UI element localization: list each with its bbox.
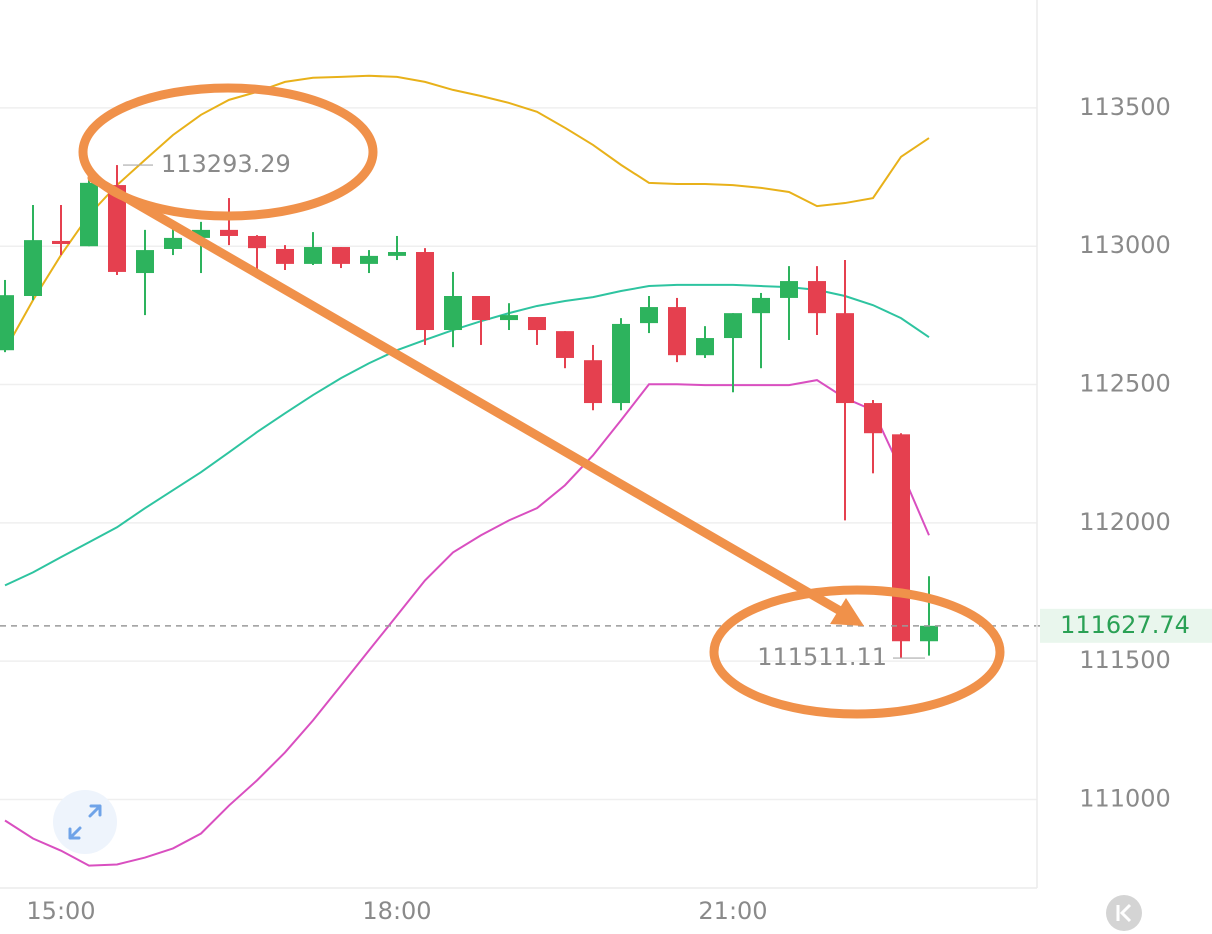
expand-bg[interactable] <box>53 790 117 854</box>
highlight-ellipse <box>709 585 1005 719</box>
candle-body <box>584 360 602 404</box>
y-tick-label: 112500 <box>1079 370 1171 398</box>
expand-button[interactable] <box>53 790 117 854</box>
highlight-ellipse <box>78 83 378 221</box>
candle-body <box>388 252 406 256</box>
candle-body <box>0 295 14 351</box>
candle-body <box>500 315 518 321</box>
candle-body <box>528 317 546 331</box>
scroll-start-button[interactable] <box>1106 895 1142 931</box>
max-label: 113293.29 <box>161 150 291 178</box>
candle-body <box>864 403 882 434</box>
last-price-tag <box>1040 608 1212 643</box>
arrow-shaft <box>87 173 847 617</box>
candle-body <box>472 296 490 321</box>
candle-body <box>416 252 434 331</box>
candle-body <box>920 625 938 642</box>
candle-body <box>304 247 322 264</box>
candle-body <box>276 248 294 264</box>
candle-body <box>136 250 154 274</box>
candle-body <box>108 185 126 272</box>
candle-body <box>612 323 630 404</box>
annotations <box>78 83 1005 719</box>
candle-body <box>780 281 798 298</box>
candle-body <box>80 182 98 247</box>
candle-body <box>332 247 350 264</box>
candle-body <box>248 235 266 249</box>
scroll-start-icon[interactable] <box>1116 903 1132 923</box>
candle-body <box>752 297 770 314</box>
min-label: 111511.11 <box>757 643 887 671</box>
candle-body <box>444 296 462 331</box>
candle-body <box>640 307 658 324</box>
overlays <box>4 74 930 867</box>
candle-body <box>892 434 910 642</box>
candle-body <box>220 229 238 236</box>
last-price-label: 111627.74 <box>1060 611 1190 639</box>
candle-body <box>808 281 826 314</box>
y-tick-label: 111500 <box>1079 646 1171 674</box>
y-tick-label: 113000 <box>1079 231 1171 259</box>
band-line <box>4 74 930 351</box>
y-tick-label: 111000 <box>1079 784 1171 812</box>
candle-body <box>556 331 574 358</box>
band-line <box>4 283 930 587</box>
x-tick-label: 21:00 <box>698 897 767 925</box>
y-tick-label: 112000 <box>1079 508 1171 536</box>
candle-body <box>836 313 854 404</box>
candle-body <box>24 240 42 296</box>
candle-body <box>164 237 182 249</box>
candle-body <box>696 338 714 356</box>
candle-body <box>724 313 742 339</box>
x-tick-label: 18:00 <box>362 897 431 925</box>
expand-icon[interactable] <box>68 804 102 840</box>
candle-body <box>360 255 378 264</box>
candle-body <box>668 307 686 356</box>
candle-body <box>192 229 210 238</box>
x-tick-label: 15:00 <box>26 897 95 925</box>
band-line <box>4 379 930 867</box>
candle-body <box>52 240 70 244</box>
y-tick-label: 113500 <box>1079 93 1171 121</box>
arrow-head <box>830 598 864 626</box>
labels: 111000 111500 112000 112500 113000 113500 15:0… <box>0 93 1212 925</box>
